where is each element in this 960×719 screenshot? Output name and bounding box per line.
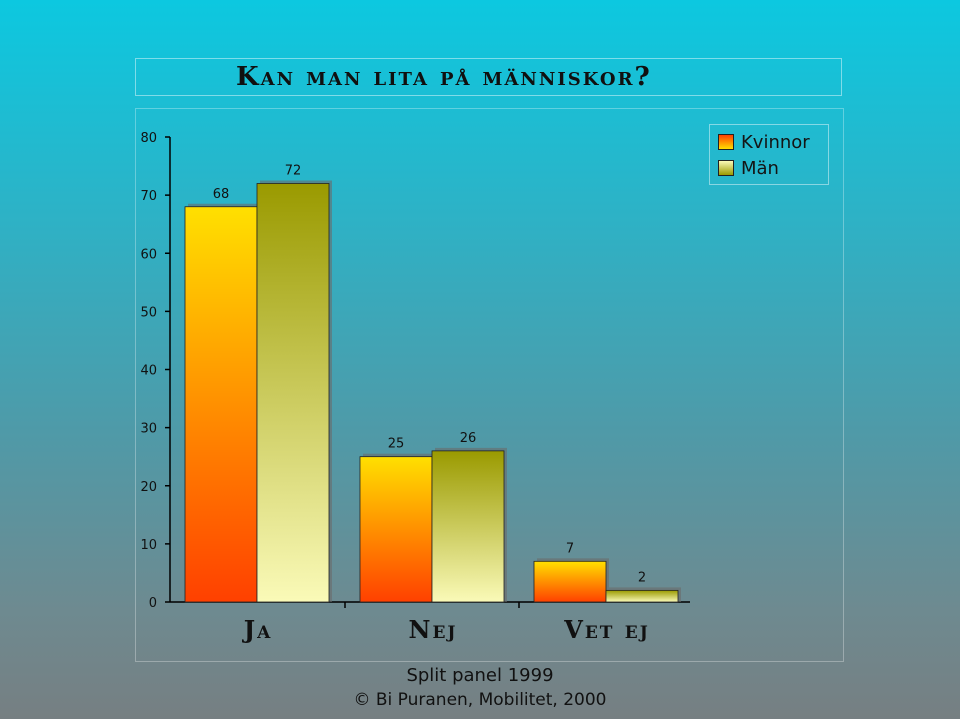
legend-label-man: Män: [741, 157, 779, 179]
bars: [184, 180, 681, 603]
bar-ja-man: [256, 183, 330, 603]
legend-swatch-kvinnor: [718, 134, 734, 150]
y-tick-label: 80: [140, 131, 157, 146]
y-tick-label: 40: [140, 364, 157, 379]
y-tick-label: 70: [140, 189, 157, 204]
bar-ja-kvinnor: [184, 206, 258, 603]
bar-nej-kvinnor: [359, 456, 433, 603]
footer-copyright: © Bi Puranen, Mobilitet, 2000: [353, 690, 607, 710]
data-label: 26: [460, 431, 477, 446]
legend-item-man: Män: [718, 157, 779, 179]
title-box: Kan man lita på människor?: [135, 58, 842, 96]
legend-swatch-man: [718, 160, 734, 176]
bar-vet-ej-kvinnor: [533, 560, 607, 603]
category-label: Ja: [242, 615, 273, 644]
data-label: 2: [638, 570, 646, 585]
chart-title: Kan man lita på människor?: [236, 62, 652, 92]
legend-label-kvinnor: Kvinnor: [741, 131, 810, 153]
data-label: 72: [285, 164, 302, 179]
data-label: 68: [213, 187, 230, 202]
plot-frame: [135, 108, 844, 662]
data-label: 25: [388, 437, 405, 452]
legend: Kvinnor Män: [709, 124, 829, 185]
y-tick-label: 60: [140, 247, 157, 262]
category-label: Nej: [409, 615, 458, 644]
y-tick-label: 30: [140, 422, 157, 437]
category-label: Vet ej: [563, 615, 650, 644]
legend-item-kvinnor: Kvinnor: [718, 131, 810, 153]
bar-nej-man: [431, 450, 505, 603]
footer-subtitle: Split panel 1999: [406, 665, 554, 686]
y-tick-label: 0: [149, 596, 157, 611]
bar-vet-ej-man: [605, 589, 679, 603]
data-label: 7: [566, 541, 574, 556]
y-tick-label: 20: [140, 480, 157, 495]
y-tick-label: 50: [140, 305, 157, 320]
y-tick-label: 10: [140, 538, 157, 553]
